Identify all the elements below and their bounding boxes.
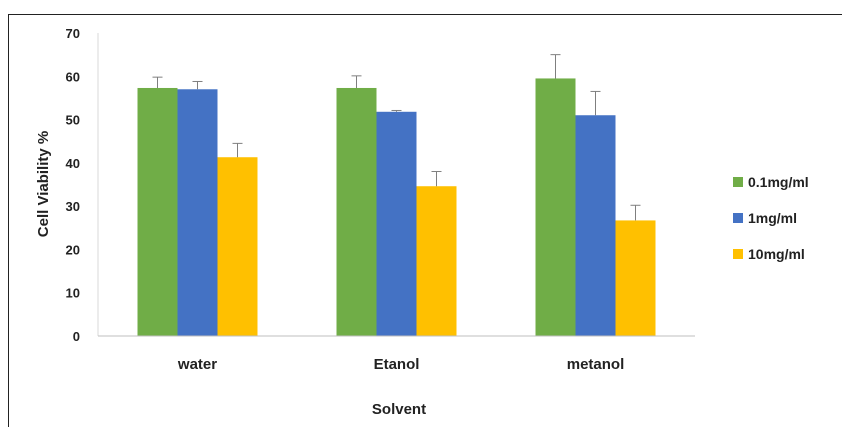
bar-1mg/ml-water	[177, 89, 218, 337]
bar-1mg/ml-metanol	[575, 115, 616, 336]
bar-10mg/ml-metanol	[615, 220, 656, 336]
bar-10mg/ml-Etanol	[416, 186, 457, 336]
x-category-label: Etanol	[374, 356, 420, 373]
y-axis-ticks: 0 10 20 30 40 50 60 70	[66, 26, 80, 344]
legend: 0.1mg/ml 1mg/ml 10mg/ml	[733, 174, 809, 262]
bar-10mg/ml-water	[217, 157, 258, 336]
x-category-label: metanol	[567, 356, 625, 373]
legend-swatch	[733, 177, 743, 187]
y-tick-label: 30	[66, 199, 80, 214]
legend-label: 1mg/ml	[748, 210, 797, 226]
legend-swatch	[733, 213, 743, 223]
y-tick-label: 50	[66, 113, 80, 128]
chart-frame	[8, 14, 842, 427]
y-tick-label: 70	[66, 26, 80, 41]
error-bars	[152, 54, 641, 221]
y-tick-label: 60	[66, 69, 80, 84]
y-axis-title: Cell Viability %	[35, 131, 52, 237]
legend-swatch	[733, 249, 743, 259]
y-tick-label: 10	[66, 286, 80, 301]
y-tick-label: 40	[66, 156, 80, 171]
y-tick-label: 20	[66, 242, 80, 257]
legend-label: 0.1mg/ml	[748, 174, 809, 190]
bar-0.1mg/ml-water	[137, 87, 178, 336]
x-axis-categories: water Etanol metanol	[177, 356, 624, 373]
bar-0.1mg/ml-Etanol	[336, 87, 377, 336]
x-category-label: water	[177, 356, 217, 373]
x-axis-title: Solvent	[372, 401, 426, 418]
bar-0.1mg/ml-metanol	[535, 78, 576, 336]
y-tick-label: 0	[73, 329, 80, 344]
bars	[137, 78, 656, 337]
bar-1mg/ml-Etanol	[376, 111, 417, 336]
legend-label: 10mg/ml	[748, 246, 805, 262]
